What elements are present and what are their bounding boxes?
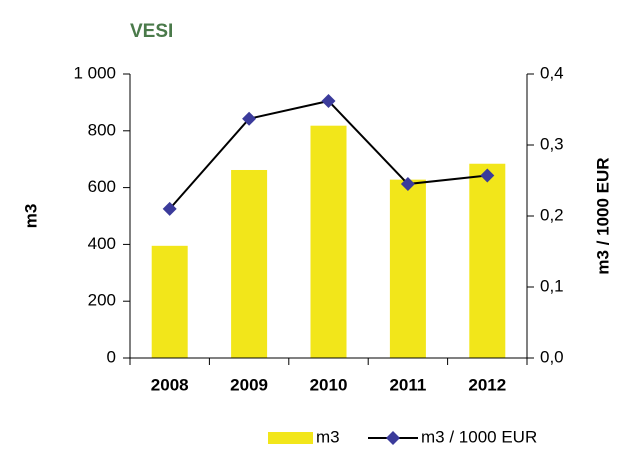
bar	[151, 245, 188, 358]
y-tick-label: 200	[88, 291, 116, 310]
chart-title: VESI	[130, 21, 173, 42]
legend-marker	[386, 431, 400, 445]
y2-tick-label: 0,2	[540, 205, 564, 224]
y-tick-label: 0	[107, 347, 116, 366]
legend-swatch	[268, 432, 313, 444]
marker	[162, 201, 177, 216]
y-axis-label: m3	[21, 204, 40, 229]
y2-tick-label: 0,0	[540, 347, 564, 366]
y2-axis-label: m3 / 1000 EUR	[593, 157, 612, 274]
y2-tick-label: 0,1	[540, 276, 564, 295]
x-tick-label: 2009	[230, 375, 268, 394]
marker	[480, 168, 495, 183]
bar	[231, 169, 268, 358]
marker	[321, 93, 336, 108]
x-tick-label: 2011	[389, 375, 426, 394]
y2-tick-label: 0,4	[540, 63, 564, 82]
x-tick-label: 2010	[310, 375, 348, 394]
marker	[242, 111, 257, 126]
legend-label: m3 / 1000 EUR	[421, 427, 537, 446]
bar	[389, 179, 426, 358]
bar	[310, 125, 347, 358]
y2-tick-label: 0,3	[540, 134, 564, 153]
y-tick-label: 400	[88, 234, 116, 253]
bar	[469, 163, 506, 358]
y-tick-label: 1 000	[73, 63, 116, 82]
y-tick-label: 800	[88, 120, 116, 139]
x-tick-label: 2008	[151, 375, 189, 394]
y-tick-label: 600	[88, 177, 116, 196]
marker	[400, 177, 415, 192]
x-tick-label: 2012	[468, 375, 506, 394]
legend-label: m3	[316, 427, 340, 446]
